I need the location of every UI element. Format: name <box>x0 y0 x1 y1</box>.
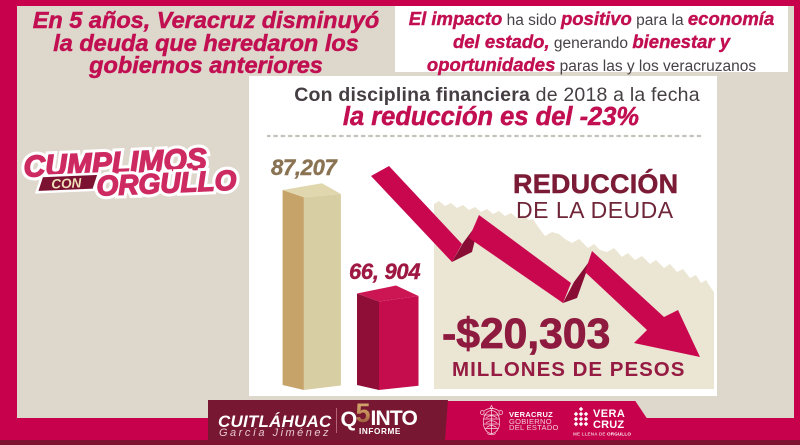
svg-text:ORGULLO: ORGULLO <box>96 165 237 202</box>
svg-text:ME LLENA DE ORGULLO: ME LLENA DE ORGULLO <box>573 432 631 437</box>
svg-text:VERA: VERA <box>593 408 625 420</box>
svg-text:CRUZ: CRUZ <box>593 419 624 431</box>
svg-text:CON: CON <box>51 175 82 191</box>
svg-text:ORGULLO: ORGULLO <box>96 165 237 202</box>
